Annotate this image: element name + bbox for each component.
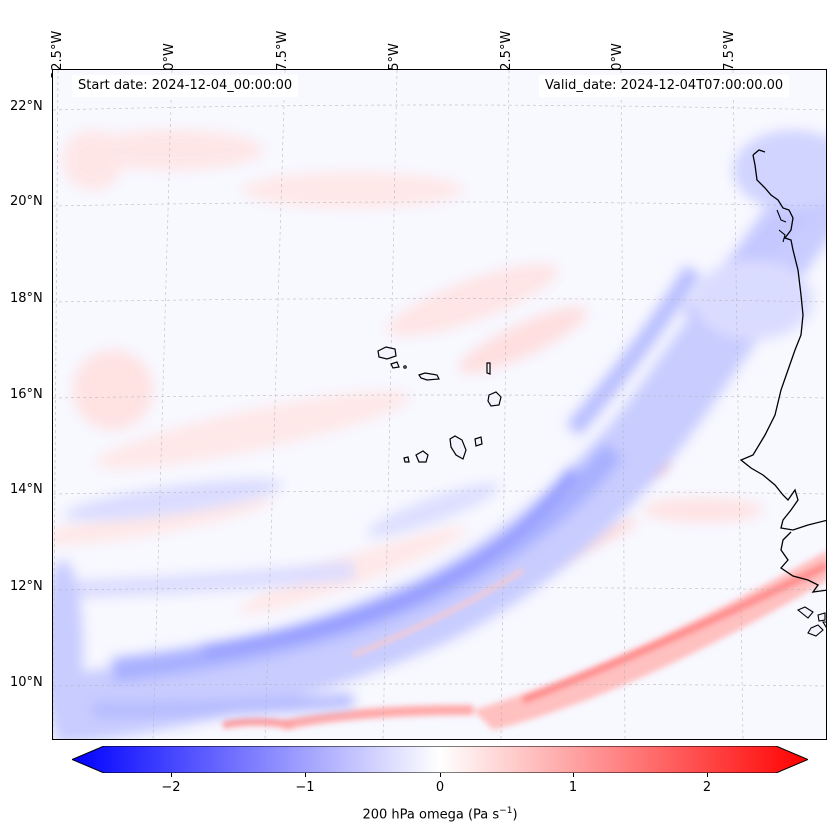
cb-tick-label-1: 1 xyxy=(568,780,578,795)
graticule xyxy=(53,70,826,739)
coast-mauritania-bays xyxy=(776,209,787,243)
cb-tick-label-m1: −1 xyxy=(295,780,315,795)
lat-label-18: 18°N xyxy=(10,291,43,306)
start-date-label: Start date: 2024-12-04_00:00:00 xyxy=(72,75,299,97)
island-sao-nicolau xyxy=(418,372,440,381)
positive-band xyxy=(222,551,826,730)
bijagos-islands xyxy=(796,606,826,637)
map-panel xyxy=(52,69,827,740)
lat-label-14: 14°N xyxy=(10,482,43,497)
colorbar xyxy=(72,746,808,773)
lat-label-20: 20°N xyxy=(10,194,43,209)
coast-dakar-tip xyxy=(752,149,766,156)
island-santa-luzia xyxy=(403,365,407,369)
guinea-bissau-coast xyxy=(780,531,826,593)
island-santo-antao xyxy=(377,346,397,360)
cape-verde-islands xyxy=(377,346,502,463)
cb-tick-1 xyxy=(573,773,574,777)
cb-tick-m2 xyxy=(171,773,172,777)
island-sal xyxy=(486,362,491,375)
cb-tick-0 xyxy=(440,773,441,777)
omega-field-map xyxy=(53,70,826,739)
lat-label-10: 10°N xyxy=(10,675,43,690)
valid-date-label: Valid_date: 2024-12-04T07:00:00.00 xyxy=(539,75,790,97)
island-boa-vista xyxy=(487,391,502,407)
cb-tick-label-0: 0 xyxy=(435,780,445,795)
lat-label-16: 16°N xyxy=(10,387,43,402)
embedded-positive-streak xyxy=(352,568,525,657)
colorbar-label: 200 hPa omega (Pa s−1) xyxy=(362,806,518,823)
island-sao-vicente xyxy=(390,361,400,369)
island-brava xyxy=(403,456,410,463)
cb-tick-label-2: 2 xyxy=(702,780,712,795)
negative-omega-bands xyxy=(53,130,826,739)
island-santiago xyxy=(449,435,467,460)
cb-tick-label-m2: −2 xyxy=(161,780,181,795)
island-maio xyxy=(474,436,483,447)
cb-tick-2 xyxy=(707,773,708,777)
island-fogo xyxy=(415,450,429,463)
west-africa-coastline xyxy=(739,154,826,531)
cb-tick-m1 xyxy=(305,773,306,777)
colorbar-bar xyxy=(72,746,808,773)
lat-label-12: 12°N xyxy=(10,579,43,594)
lat-label-22: 22°N xyxy=(10,99,43,114)
